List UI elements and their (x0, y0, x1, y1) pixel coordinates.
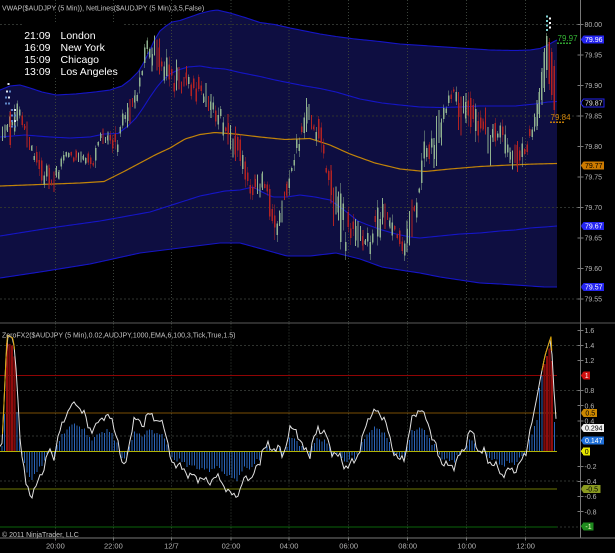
svg-text:0: 0 (585, 449, 589, 456)
svg-text:-0.2: -0.2 (585, 464, 597, 471)
svg-text:0.5: 0.5 (585, 411, 595, 418)
svg-text:ZeroFX2($AUDJPY (5 Min),0.02,A: ZeroFX2($AUDJPY (5 Min),0.02,AUDJPY,1000… (2, 333, 235, 340)
svg-text:79.84: 79.84 (551, 113, 572, 122)
svg-text:79.67: 79.67 (585, 224, 603, 231)
svg-text:13:09: 13:09 (24, 66, 50, 78)
svg-text:79.57: 79.57 (585, 285, 603, 292)
svg-text:0.6: 0.6 (585, 403, 595, 410)
svg-text:79.97: 79.97 (558, 34, 579, 43)
svg-text:12/7: 12/7 (164, 542, 179, 551)
svg-text:Los Angeles: Los Angeles (61, 66, 118, 78)
svg-text:04:00: 04:00 (280, 542, 299, 551)
svg-text:0.147: 0.147 (585, 438, 603, 445)
svg-text:New York: New York (61, 42, 106, 54)
svg-text:10:00: 10:00 (457, 542, 476, 551)
svg-text:79.65: 79.65 (585, 236, 603, 243)
svg-text:06:00: 06:00 (339, 542, 358, 551)
svg-text:79.80: 79.80 (585, 144, 603, 151)
svg-text:79.60: 79.60 (585, 266, 603, 273)
svg-text:1.2: 1.2 (585, 358, 595, 365)
svg-text:79.85: 79.85 (585, 114, 603, 121)
svg-text:Chicago: Chicago (61, 54, 100, 66)
svg-text:0.4: 0.4 (585, 418, 595, 425)
svg-text:02:00: 02:00 (222, 542, 241, 551)
svg-text:79.95: 79.95 (585, 53, 603, 60)
svg-text:79.90: 79.90 (585, 83, 603, 90)
svg-text:16:09: 16:09 (24, 42, 50, 54)
svg-text:1.4: 1.4 (585, 343, 595, 350)
svg-text:79.96: 79.96 (585, 37, 603, 44)
svg-text:79.70: 79.70 (585, 205, 603, 212)
svg-text:-0.4: -0.4 (585, 479, 597, 486)
svg-text:21:09: 21:09 (24, 30, 50, 42)
svg-text:79.77: 79.77 (585, 163, 603, 170)
svg-text:1.6: 1.6 (585, 328, 595, 335)
svg-text:1: 1 (585, 373, 589, 380)
svg-text:15:09: 15:09 (24, 54, 50, 66)
svg-text:-0.5: -0.5 (586, 487, 598, 494)
svg-text:80.00: 80.00 (585, 22, 603, 29)
svg-text:0.8: 0.8 (585, 388, 595, 395)
svg-text:79.87: 79.87 (585, 101, 603, 108)
svg-text:-0.6: -0.6 (585, 494, 597, 501)
svg-text:79.75: 79.75 (585, 175, 603, 182)
svg-text:0.294: 0.294 (585, 426, 603, 433)
svg-text:79.55: 79.55 (585, 297, 603, 304)
svg-text:12:00: 12:00 (516, 542, 535, 551)
svg-text:22:00: 22:00 (104, 542, 123, 551)
svg-text:© 2011 NinjaTrader, LLC: © 2011 NinjaTrader, LLC (2, 531, 79, 539)
svg-text:08:00: 08:00 (398, 542, 417, 551)
svg-text:20:00: 20:00 (46, 542, 65, 551)
svg-text:VWAP($AUDJPY (5 Min)), NetLine: VWAP($AUDJPY (5 Min)), NetLines($AUDJPY … (2, 6, 204, 13)
svg-text:-0.8: -0.8 (585, 509, 597, 516)
svg-text:-1: -1 (585, 524, 591, 531)
svg-text:London: London (61, 30, 96, 42)
